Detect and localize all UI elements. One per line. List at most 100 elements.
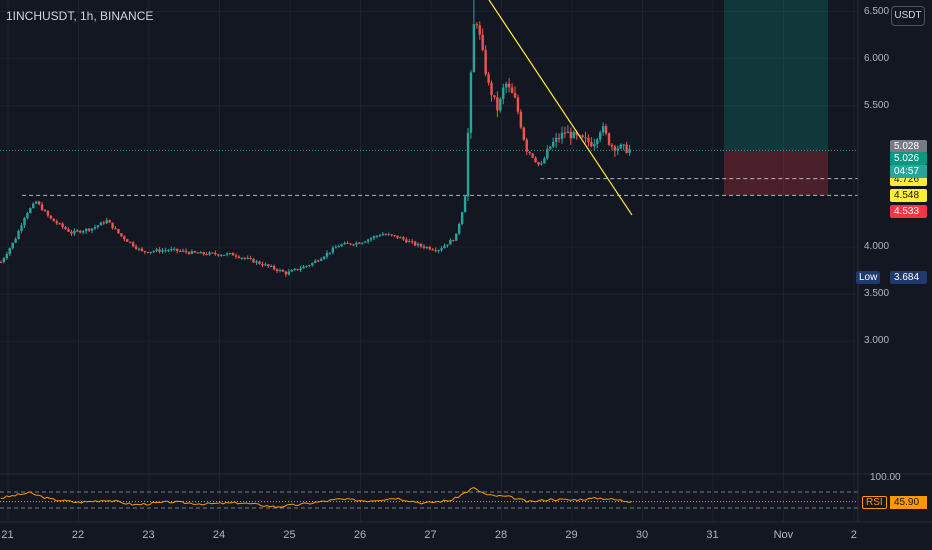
candle-body [32,203,35,209]
candle-body [64,226,67,230]
candle-body [14,238,17,243]
candle-body [349,243,352,245]
candle-body [428,247,432,250]
candle-body [272,266,276,270]
target-zone[interactable] [724,0,828,151]
candle-body [208,252,211,255]
time-tick-label: 28 [494,529,508,541]
grid-lines [0,0,858,522]
candle-body [26,213,29,219]
candle-body [158,249,161,252]
candle-body [387,234,390,236]
trendline-layer[interactable] [473,0,633,216]
candle-body [346,242,349,244]
symbol-title[interactable]: 1INCHUSDT, 1h, BINANCE [6,9,154,23]
candle-body [466,132,470,197]
candle-body [228,253,232,255]
candle-body [129,241,132,243]
candle-body [261,263,264,266]
candle-body [516,97,520,112]
candle-body [519,111,523,128]
candle-body [419,244,423,247]
time-tick-label: 24 [212,529,226,541]
candle-body [317,260,320,262]
candle-body [446,244,449,246]
candle-body [484,49,487,75]
candle-body [314,260,317,263]
candle-body [422,246,426,248]
price-tick-label: 6.000 [864,52,890,64]
candle-body [537,161,540,165]
candle-body [361,242,364,244]
candle-body [79,230,82,233]
candle-body [23,218,26,226]
candle-body [534,157,537,162]
candle-body [173,248,176,250]
candle-body [352,244,355,246]
time-tick-label: 29 [565,529,578,541]
candle-body [217,254,220,256]
time-tick-label: 2 [850,529,857,541]
candle-body [246,257,249,259]
candle-body [411,241,414,243]
candle-body [299,268,302,270]
candle-body [337,246,340,248]
candle-body [126,239,129,242]
currency-button[interactable]: USDT [891,6,925,26]
candle-body [120,233,123,237]
candle-body [187,252,191,254]
candle-body [117,228,120,234]
candle-body [613,146,617,151]
candle-body [522,127,526,140]
price-tick-label: 3.500 [864,288,890,300]
rsi-axis-tick: 100.00 [870,472,901,483]
candle-body [131,242,135,247]
candle-body [249,257,252,259]
rsi-pane [0,487,858,509]
candle-body [70,231,73,234]
candle-body [322,256,326,259]
rsi-indicator-label[interactable]: RSI [862,495,887,509]
candle-body [328,252,332,254]
candle-body [455,233,458,241]
candle-body [223,254,226,256]
candle-body [405,239,408,243]
candle-body [287,271,291,275]
horizontal-levels [0,149,858,196]
candle-body [557,137,561,139]
candle-body [413,241,417,246]
candle-body [167,250,170,252]
time-tick-label: 21 [1,529,14,541]
candle-body [123,236,126,240]
candle-body [364,241,367,243]
candle-body [52,218,56,222]
candle-body [243,257,246,259]
candle-body [334,247,338,249]
candle-body [252,258,255,263]
candle-body [546,149,549,159]
candle-body [2,258,6,263]
candle-body [458,223,461,234]
candle-body [152,251,155,253]
candle-body [61,223,64,227]
candle-body [325,252,329,257]
candle-body [540,163,543,165]
candle-body [478,25,481,35]
candle-body [525,139,528,152]
candle-body [554,137,558,142]
candle-body [137,248,141,250]
candle-body [460,212,464,224]
candle-body [149,251,152,253]
stop-zone[interactable] [724,150,828,196]
candle-body [140,248,144,251]
candle-body [155,249,158,252]
candle-body [431,249,434,251]
candle-body [449,240,452,245]
candle-body [622,144,625,146]
descending-trendline[interactable] [473,0,633,216]
low-marker-label: Low [856,270,881,284]
rsi-value-label: 45.90 [890,495,927,509]
candle-body [452,240,455,242]
